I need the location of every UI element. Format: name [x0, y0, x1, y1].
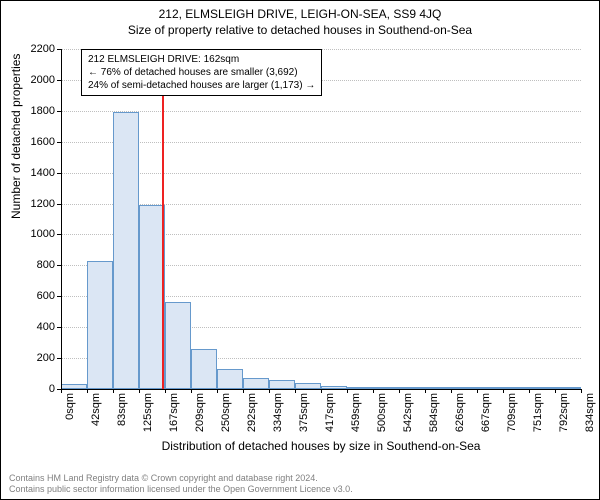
x-tick-mark: [87, 389, 88, 393]
y-tick-mark: [57, 265, 61, 266]
chart-container: 212, ELMSLEIGH DRIVE, LEIGH-ON-SEA, SS9 …: [0, 0, 600, 500]
info-line-smaller: ← 76% of detached houses are smaller (3,…: [88, 66, 315, 79]
page-title: 212, ELMSLEIGH DRIVE, LEIGH-ON-SEA, SS9 …: [1, 1, 599, 21]
y-tick-label: 200: [37, 352, 55, 364]
x-tick-mark: [165, 389, 166, 393]
y-tick-label: 800: [37, 259, 55, 271]
x-tick-mark: [529, 389, 530, 393]
x-tick-mark: [451, 389, 452, 393]
attribution-text: Contains HM Land Registry data © Crown c…: [9, 473, 353, 495]
y-tick-label: 1800: [31, 105, 55, 117]
y-tick-mark: [57, 358, 61, 359]
attribution-line-2: Contains public sector information licen…: [9, 484, 353, 495]
x-tick-label: 375sqm: [298, 393, 310, 432]
x-tick-mark: [555, 389, 556, 393]
y-tick-mark: [57, 234, 61, 235]
x-tick-label: 42sqm: [90, 393, 102, 426]
plot: [61, 49, 581, 389]
x-tick-label: 167sqm: [168, 393, 180, 432]
y-tick-label: 2200: [31, 43, 55, 55]
x-tick-label: 459sqm: [350, 393, 362, 432]
x-tick-mark: [243, 389, 244, 393]
x-tick-mark: [321, 389, 322, 393]
y-tick-mark: [57, 142, 61, 143]
y-tick-mark: [57, 204, 61, 205]
x-tick-label: 751sqm: [532, 393, 544, 432]
x-tick-mark: [425, 389, 426, 393]
page-subtitle: Size of property relative to detached ho…: [1, 21, 599, 37]
x-tick-mark: [269, 389, 270, 393]
grid-line: [61, 111, 581, 112]
x-tick-label: 250sqm: [220, 393, 232, 432]
x-tick-mark: [217, 389, 218, 393]
x-tick-label: 209sqm: [194, 393, 206, 432]
x-tick-label: 334sqm: [272, 393, 284, 432]
x-tick-mark: [581, 389, 582, 393]
y-tick-label: 1000: [31, 228, 55, 240]
x-tick-mark: [347, 389, 348, 393]
y-tick-mark: [57, 80, 61, 81]
x-tick-mark: [295, 389, 296, 393]
x-tick-label: 500sqm: [376, 393, 388, 432]
x-tick-mark: [113, 389, 114, 393]
x-tick-label: 626sqm: [454, 393, 466, 432]
x-tick-mark: [61, 389, 62, 393]
y-tick-label: 1400: [31, 167, 55, 179]
y-tick-label: 0: [49, 383, 55, 395]
attribution-line-1: Contains HM Land Registry data © Crown c…: [9, 473, 353, 484]
y-tick-mark: [57, 49, 61, 50]
x-tick-label: 834sqm: [584, 393, 596, 432]
x-tick-label: 584sqm: [428, 393, 440, 432]
x-tick-label: 542sqm: [402, 393, 414, 432]
y-tick-label: 600: [37, 290, 55, 302]
x-tick-label: 417sqm: [324, 393, 336, 432]
histogram-bar: [269, 380, 295, 389]
histogram-bar: [87, 261, 113, 389]
y-tick-mark: [57, 327, 61, 328]
x-tick-mark: [503, 389, 504, 393]
x-tick-mark: [139, 389, 140, 393]
info-line-property: 212 ELMSLEIGH DRIVE: 162sqm: [88, 53, 315, 66]
x-axis-label: Distribution of detached houses by size …: [61, 439, 581, 453]
x-tick-label: 667sqm: [480, 393, 492, 432]
y-tick-mark: [57, 296, 61, 297]
x-tick-mark: [399, 389, 400, 393]
grid-line: [61, 173, 581, 174]
y-axis: 0200400600800100012001400160018002000220…: [1, 49, 59, 389]
y-tick-mark: [57, 173, 61, 174]
histogram-bar: [165, 302, 191, 389]
y-tick-label: 400: [37, 321, 55, 333]
plot-area: [61, 49, 581, 389]
x-tick-label: 709sqm: [506, 393, 518, 432]
grid-line: [61, 142, 581, 143]
x-tick-label: 292sqm: [246, 393, 258, 432]
x-tick-mark: [373, 389, 374, 393]
x-tick-mark: [477, 389, 478, 393]
y-tick-label: 1600: [31, 136, 55, 148]
histogram-bar: [217, 369, 243, 389]
x-tick-label: 792sqm: [558, 393, 570, 432]
x-tick-label: 0sqm: [64, 393, 76, 420]
property-marker-line: [162, 49, 164, 389]
info-line-larger: 24% of semi-detached houses are larger (…: [88, 79, 315, 92]
histogram-bar: [191, 349, 217, 389]
x-tick-label: 83sqm: [116, 393, 128, 426]
y-tick-mark: [57, 111, 61, 112]
y-tick-label: 2000: [31, 74, 55, 86]
x-tick-mark: [191, 389, 192, 393]
y-axis-line: [61, 49, 62, 389]
x-tick-label: 125sqm: [142, 393, 154, 432]
histogram-bar: [243, 378, 269, 389]
x-axis: 0sqm 42sqm 83sqm 125sqm 167sqm 209sqm 250sqm 29…: [61, 389, 581, 439]
histogram-bar: [113, 112, 139, 389]
y-tick-label: 1200: [31, 198, 55, 210]
info-box: 212 ELMSLEIGH DRIVE: 162sqm ← 76% of det…: [81, 49, 322, 96]
